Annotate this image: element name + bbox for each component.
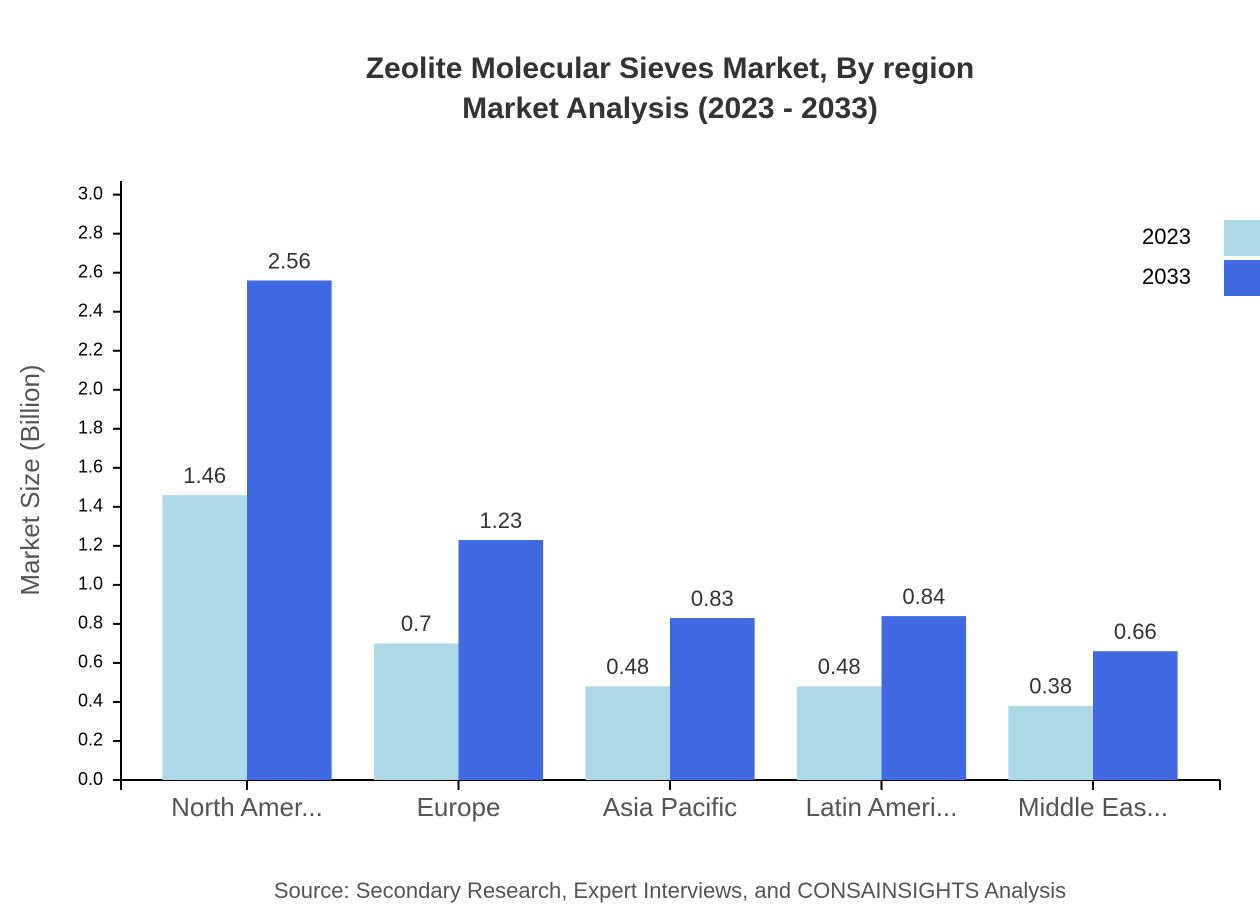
bar [585,686,670,780]
chart-title: Zeolite Molecular Sieves Market, By regi… [366,52,975,85]
y-tick-label: 2.6 [78,261,103,281]
value-label: 0.66 [1114,619,1157,644]
value-label: 0.48 [606,654,649,679]
y-tick-label: 2.8 [78,222,103,242]
x-tick-label: North Amer... [171,792,323,822]
y-tick-label: 1.0 [78,574,103,594]
value-label: 0.38 [1029,674,1072,699]
value-label: 0.7 [401,611,432,636]
y-tick-label: 1.4 [78,496,103,516]
y-tick-label: 0.0 [78,769,103,789]
bar [373,643,459,780]
chart-subtitle: Market Analysis (2023 - 2033) [462,92,878,125]
value-label: 0.83 [691,586,734,611]
y-tick-label: 1.2 [78,535,103,555]
y-tick-label: 0.2 [78,730,103,750]
value-label: 0.84 [902,584,945,609]
legend-swatch [1224,260,1260,296]
source-note: Source: Secondary Research, Expert Inter… [274,878,1066,903]
y-tick-label: 2.0 [78,379,103,399]
legend-swatch [1224,220,1260,256]
bar [881,616,967,780]
x-tick-label: Europe [417,792,501,822]
legend-label: 2033 [1142,264,1191,289]
value-label: 0.48 [818,654,861,679]
y-tick-label: 1.6 [78,457,103,477]
legend-label: 2023 [1142,224,1191,249]
value-label: 1.46 [183,463,226,488]
y-tick-label: 0.4 [78,691,103,711]
y-tick-label: 2.2 [78,339,103,359]
y-axis-label: Market Size (Billion) [15,364,45,595]
bar [458,540,544,780]
bar [247,280,332,780]
x-tick-label: Latin Ameri... [806,792,958,822]
x-tick-label: Asia Pacific [603,792,737,822]
value-label: 1.23 [479,508,522,533]
y-tick-label: 0.8 [78,613,103,633]
value-label: 2.56 [268,248,311,273]
y-tick-label: 2.4 [78,300,103,320]
bar [796,686,882,780]
y-tick-label: 0.6 [78,652,103,672]
bar [1008,705,1093,780]
bar [162,495,247,780]
bar [670,618,755,780]
bar [1093,651,1178,780]
y-tick-label: 1.8 [78,418,103,438]
x-tick-label: Middle Eas... [1018,792,1168,822]
y-tick-label: 3.0 [78,183,103,203]
